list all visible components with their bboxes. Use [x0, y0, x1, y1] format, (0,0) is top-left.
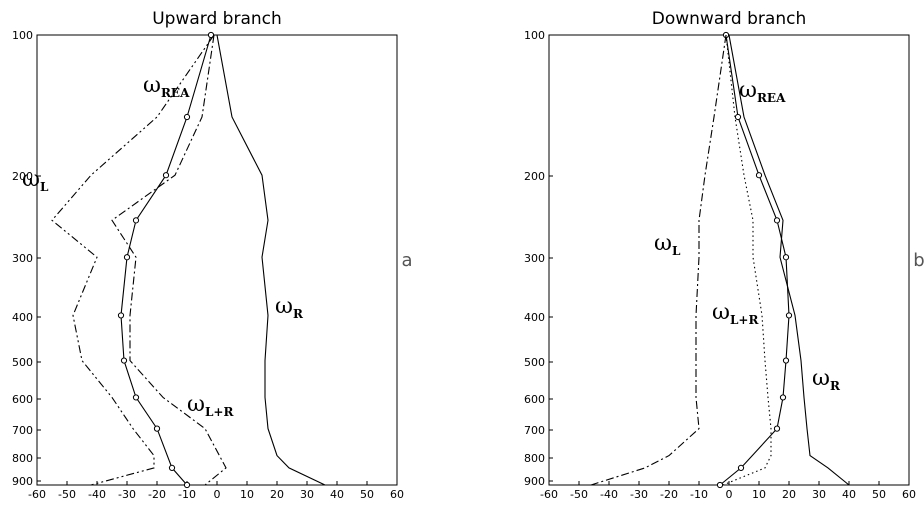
y-tick-label: 400 [524, 311, 545, 324]
data-point-rea [782, 357, 790, 364]
x-tick-label: -20 [660, 488, 678, 501]
y-tick-label: 500 [12, 356, 33, 369]
data-point-rea [183, 113, 191, 121]
x-tick-label: -30 [630, 488, 648, 501]
x-tick-label: -10 [690, 488, 708, 501]
series-label-rea: ωREA [143, 73, 190, 100]
series-label-l: ωL [654, 231, 681, 258]
x-tick-label: -10 [178, 488, 196, 501]
y-tick-label: 800 [12, 452, 33, 465]
data-point-rea [773, 425, 781, 432]
series-line-lplusr [111, 34, 227, 486]
x-tick-label: 40 [330, 488, 344, 501]
data-point-rea [782, 254, 790, 261]
series-line-l [51, 34, 215, 486]
x-tick-label: 50 [872, 488, 886, 501]
data-point-rea [755, 172, 763, 179]
x-tick-label: 10 [240, 488, 254, 501]
panel-label: a [401, 250, 412, 271]
data-point-rea [117, 312, 125, 319]
chart-title: Downward branch [652, 9, 806, 29]
y-tick-label: 100 [12, 29, 33, 42]
y-tick-label: 900 [524, 475, 545, 488]
data-point-rea [168, 464, 176, 471]
x-tick-label: 60 [390, 488, 404, 501]
data-point-rea [120, 357, 128, 364]
panel-label: b [913, 250, 924, 271]
y-tick-label: 700 [524, 424, 545, 437]
data-point-rea [779, 394, 787, 401]
plot-frame [548, 34, 910, 486]
y-tick-label: 300 [524, 252, 545, 265]
chart-panel-downward: Downward branch b -60 -50 -40 -30 -20 -10 0 10 2… [524, 9, 924, 501]
y-tick-label: 800 [524, 452, 545, 465]
x-tick-label: -50 [58, 488, 76, 501]
y-tick-label: 900 [12, 475, 33, 488]
x-tick-label: 30 [300, 488, 314, 501]
data-point-rea [734, 113, 742, 121]
data-point-rea [132, 394, 140, 401]
data-point-rea [737, 464, 745, 471]
y-tick-label: 500 [524, 356, 545, 369]
x-tick-label: 30 [812, 488, 826, 501]
data-point-rea [132, 217, 140, 224]
x-tick-label: -20 [148, 488, 166, 501]
y-tick-label: 700 [12, 424, 33, 437]
y-tick-label: 200 [12, 170, 33, 183]
x-tick-label: -60 [540, 488, 558, 501]
data-point-rea [716, 481, 724, 489]
y-tick-label: 200 [524, 170, 545, 183]
series-label-l: ωL [22, 167, 49, 194]
data-point-rea [785, 312, 793, 319]
data-point-rea [162, 172, 170, 179]
chart-panel-upward: Upward branch a -60 -50 -40 -30 -20 -10 0 10 20 3… [12, 9, 413, 501]
series-label-rea: ωREA [739, 78, 786, 105]
series-label-lplusr: ωL+R [187, 392, 234, 419]
data-point-rea [153, 425, 161, 432]
x-tick-label: -50 [570, 488, 588, 501]
data-point-rea [183, 481, 191, 489]
x-tick-label: -40 [88, 488, 106, 501]
x-tick-label: -40 [600, 488, 618, 501]
x-tick-label: 20 [270, 488, 284, 501]
series-line-lplusr [722, 34, 772, 486]
y-tick-label: 400 [12, 311, 33, 324]
series-line-l [590, 34, 727, 486]
x-tick-label: 0 [726, 488, 733, 501]
data-point-rea [773, 217, 781, 224]
series-line-r [216, 34, 326, 486]
y-tick-label: 100 [524, 29, 545, 42]
series-label-r: ωR [275, 294, 304, 321]
series-label-lplusr: ωL+R [712, 300, 759, 327]
data-point-rea [123, 254, 131, 261]
x-tick-label: -30 [118, 488, 136, 501]
x-tick-label: 20 [782, 488, 796, 501]
x-tick-label: 50 [360, 488, 374, 501]
series-label-r: ωR [812, 366, 841, 393]
x-tick-label: -60 [28, 488, 46, 501]
chart-title: Upward branch [152, 9, 282, 29]
x-tick-label: 0 [214, 488, 221, 501]
x-tick-label: 40 [842, 488, 856, 501]
x-tick-label: 10 [752, 488, 766, 501]
y-tick-label: 600 [12, 393, 33, 406]
y-tick-label: 300 [12, 252, 33, 265]
series-line-rea [120, 34, 212, 486]
y-tick-label: 600 [524, 393, 545, 406]
series-line-r [728, 34, 850, 486]
x-tick-label: 60 [902, 488, 916, 501]
